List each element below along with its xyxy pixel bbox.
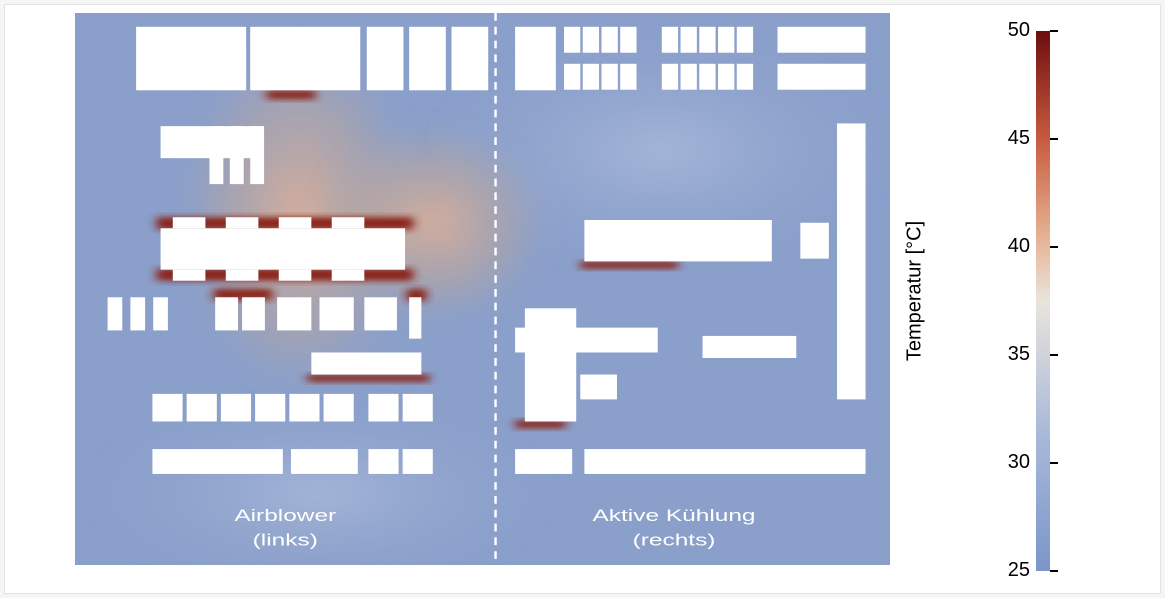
pcb-component [837,123,866,399]
pcb-component [515,328,658,353]
pcb-component [718,27,734,53]
colorbar-tick-label: 45 [996,127,1030,150]
pcb-component [136,27,246,90]
colorbar-tick [1050,354,1058,356]
pcb-component [662,64,678,90]
pcb-component [242,297,265,330]
colorbar-tick [1050,138,1058,140]
pcb-component [409,27,446,90]
pcb-component [255,394,285,422]
pcb-component [699,64,715,90]
hotspot [307,375,429,382]
pcb-component [250,126,264,184]
pcb-component [584,220,771,261]
pcb-component [800,223,829,259]
colorbar-tick-label: 40 [996,235,1030,258]
pcb-component [403,449,433,474]
pcb-component [601,64,617,90]
right-region-label-line1: Aktive Kühlung [592,507,755,525]
colorbar-tick [1050,30,1058,32]
pcb-component [291,449,358,474]
pcb-component [583,27,599,53]
colorbar-tick-label: 30 [996,451,1030,474]
pcb-component [152,449,282,474]
pcb-component [364,297,397,330]
pcb-component [130,297,145,330]
pcb-component [515,27,556,90]
pcb-component [681,27,697,53]
left-region-label-line1: Airblower [234,507,336,525]
pcb-component [583,64,599,90]
figure-frame: Airblower (links) Aktive Kühlung (rechts… [4,4,1161,594]
pcb-component [187,394,217,422]
colorbar [1036,31,1050,571]
pcb-component [620,64,636,90]
pcb-component [332,217,365,228]
colorbar-axis-label: Temperatur [°C] [904,221,927,361]
pcb-component [152,394,182,422]
pcb-component [173,270,206,281]
hotspot [515,420,566,428]
pcb-component [620,27,636,53]
pcb-component [525,308,576,421]
colorbar-tick [1050,570,1058,572]
pcb-component [681,64,697,90]
pcb-component [601,27,617,53]
pcb-component [320,297,354,330]
pcb-component [311,352,421,374]
pcb-component [515,449,572,474]
pcb-component [332,270,365,281]
pcb-component [403,394,433,422]
pcb-component [153,297,168,330]
pcb-component [226,217,259,228]
pcb-component [409,297,421,338]
colorbar-tick-label: 25 [996,559,1030,582]
thermal-heatmap: Airblower (links) Aktive Kühlung (rechts… [75,13,890,565]
pcb-component [778,27,866,53]
pcb-component [737,27,753,53]
pcb-component [703,336,797,358]
pcb-component [108,297,123,330]
pcb-component [221,394,251,422]
pcb-component [289,394,319,422]
pcb-component [564,27,580,53]
pcb-component [277,297,311,330]
pcb-component [173,217,206,228]
hotspot [580,261,678,268]
pcb-component [564,64,580,90]
pcb-component [226,270,259,281]
pcb-component [215,297,238,330]
pcb-component [580,375,617,400]
pcb-component [250,27,360,90]
hotspot [267,90,316,99]
pcb-component [368,394,398,422]
colorbar-tick-label: 50 [996,19,1030,42]
pcb-component [778,64,866,90]
colorbar-gradient [1036,31,1050,571]
colorbar-tick [1050,246,1058,248]
pcb-component [279,217,312,228]
right-region-label-line2: (rechts) [633,531,716,549]
colorbar-tick [1050,462,1058,464]
pcb-component [699,27,715,53]
colorbar-tick-label: 35 [996,343,1030,366]
pcb-component [452,27,489,90]
pcb-component [209,126,223,184]
pcb-component [737,64,753,90]
left-region-label-line2: (links) [253,531,318,549]
pcb-component [718,64,734,90]
pcb-component [584,449,865,474]
pcb-component [368,449,398,474]
pcb-component [662,27,678,53]
pcb-component [324,394,354,422]
pcb-component [279,270,312,281]
pcb-component [367,27,404,90]
pcb-component [230,126,244,184]
pcb-component [161,228,406,269]
